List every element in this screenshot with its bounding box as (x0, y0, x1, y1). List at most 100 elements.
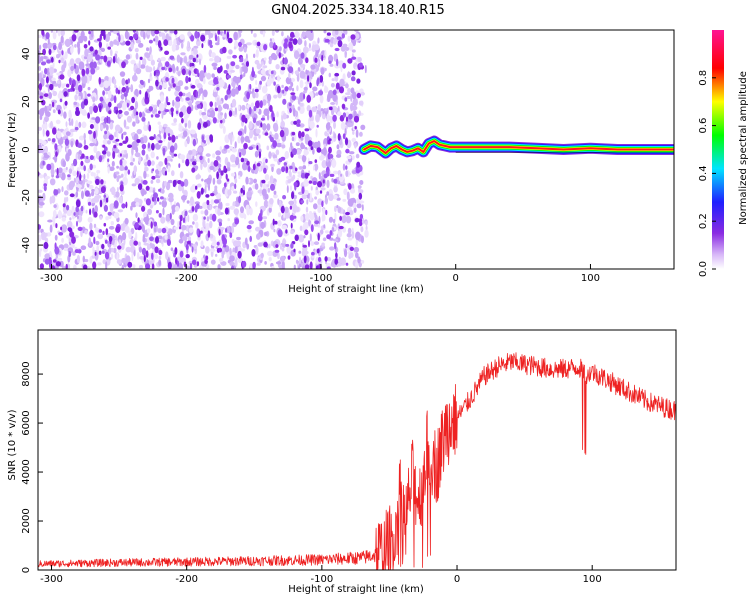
noise-speck (82, 255, 86, 263)
noise-speck (116, 103, 123, 109)
noise-speck-strong (131, 96, 136, 104)
noise-speck (355, 153, 360, 159)
noise-speck-strong (158, 249, 163, 256)
noise-speck (180, 106, 187, 113)
noise-speck (116, 175, 120, 183)
noise-speck (244, 125, 247, 135)
noise-speck (289, 171, 292, 177)
noise-speck (185, 233, 190, 238)
noise-speck-strong (137, 217, 140, 223)
noise-speck-strong (88, 40, 91, 46)
noise-speck (89, 105, 93, 115)
noise-speck (315, 189, 320, 196)
noise-speck-strong (93, 211, 98, 218)
noise-speck (234, 259, 238, 268)
noise-speck-strong (337, 40, 343, 48)
noise-speck (125, 126, 130, 130)
noise-speck (91, 117, 96, 121)
noise-speck (355, 252, 359, 259)
noise-speck (109, 40, 114, 48)
noise-speck (88, 237, 91, 247)
noise-speck-strong (167, 133, 171, 137)
noise-speck (158, 259, 162, 266)
noise-speck-strong (318, 90, 324, 96)
noise-speck (170, 218, 175, 226)
noise-speck-strong (271, 110, 274, 119)
noise-speck (203, 77, 206, 85)
noise-speck (38, 189, 43, 193)
noise-speck-strong (164, 50, 170, 55)
noise-speck (336, 144, 340, 150)
noise-speck (129, 162, 134, 166)
noise-speck (303, 86, 308, 91)
noise-speck-strong (89, 229, 94, 237)
noise-speck (330, 83, 335, 88)
noise-speck (81, 121, 87, 129)
noise-speck (116, 130, 119, 139)
noise-speck-strong (51, 101, 55, 108)
noise-speck (190, 129, 197, 135)
noise-speck (270, 266, 275, 269)
noise-speck-strong (289, 107, 292, 113)
noise-speck (135, 212, 138, 219)
noise-speck-strong (187, 240, 191, 245)
noise-speck (302, 165, 307, 170)
noise-speck-strong (269, 105, 273, 112)
noise-speck (116, 259, 122, 265)
noise-speck-strong (98, 105, 102, 113)
noise-speck (292, 203, 298, 213)
noise-speck (226, 251, 230, 259)
noise-speck-strong (190, 35, 195, 42)
noise-speck-strong (164, 170, 167, 176)
noise-speck-strong (183, 261, 187, 268)
noise-speck (65, 152, 70, 162)
noise-speck (206, 72, 212, 80)
noise-speck-strong (86, 155, 89, 160)
signal-track (358, 135, 674, 159)
noise-speck (102, 139, 109, 145)
noise-speck (245, 204, 250, 212)
noise-speck (38, 234, 42, 242)
noise-speck (253, 136, 258, 141)
noise-speck-strong (158, 213, 162, 218)
noise-speck (68, 168, 73, 174)
noise-speck-strong (225, 173, 228, 180)
noise-speck (240, 66, 243, 76)
noise-speck (52, 109, 56, 114)
noise-speck-strong (171, 134, 176, 143)
noise-speck (115, 191, 120, 198)
noise-speck-strong (157, 40, 162, 49)
noise-speck-strong (42, 48, 46, 56)
noise-speck-strong (119, 184, 124, 192)
noise-speck-strong (350, 76, 356, 82)
noise-speck (247, 139, 251, 143)
noise-speck (359, 189, 364, 194)
noise-speck-strong (345, 116, 349, 122)
noise-speck-strong (76, 220, 78, 227)
noise-speck-strong (288, 102, 292, 107)
noise-speck-strong (214, 107, 219, 112)
noise-speck-strong (113, 95, 117, 104)
noise-speck (132, 264, 136, 269)
noise-speck-strong (328, 106, 333, 111)
noise-speck (103, 80, 110, 89)
noise-speck (270, 52, 277, 60)
noise-speck (255, 246, 259, 255)
noise-speck (324, 196, 328, 205)
noise-speck-strong (234, 218, 240, 225)
noise-speck-strong (242, 189, 245, 196)
noise-speck (96, 244, 100, 254)
noise-speck-strong (161, 227, 167, 234)
noise-speck (231, 98, 237, 108)
colorbar-gradient (712, 30, 724, 269)
noise-speck (96, 169, 101, 174)
noise-speck (298, 250, 302, 254)
noise-speck-strong (290, 242, 294, 249)
noise-speck (124, 225, 130, 234)
noise-speck (332, 170, 339, 175)
noise-speck (330, 102, 336, 105)
noise-speck (281, 144, 286, 149)
noise-speck (348, 42, 354, 51)
noise-speck-strong (118, 34, 121, 42)
noise-speck (129, 238, 135, 248)
